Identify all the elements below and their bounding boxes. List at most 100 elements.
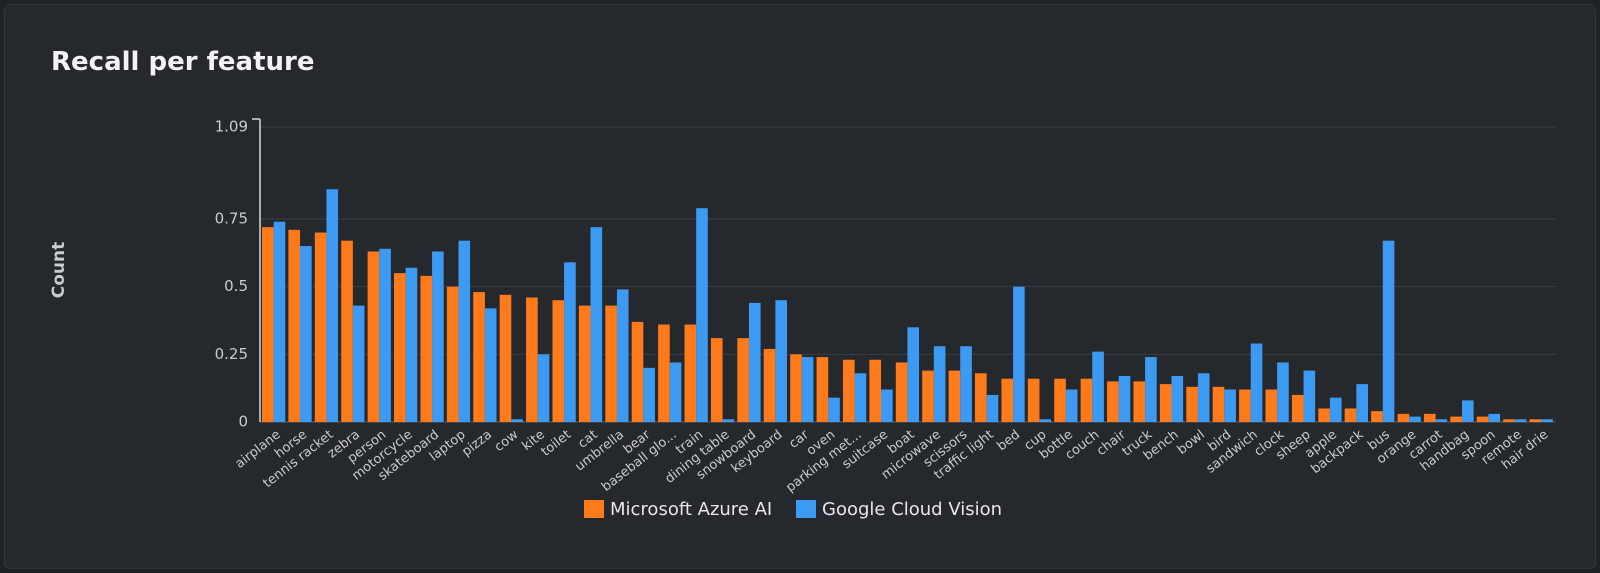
bar-azure-24[interactable] <box>895 362 908 422</box>
bar-google-11[interactable] <box>564 262 576 422</box>
bar-azure-11[interactable] <box>552 300 565 422</box>
bar-google-28[interactable] <box>1013 286 1025 422</box>
bar-google-0[interactable] <box>273 221 286 422</box>
bar-google-37[interactable] <box>1250 343 1263 422</box>
bar-azure-12[interactable] <box>578 305 591 422</box>
bar-azure-30[interactable] <box>1054 378 1066 422</box>
bar-google-1[interactable] <box>300 246 312 422</box>
bar-azure-34[interactable] <box>1159 384 1172 422</box>
bar-google-4[interactable] <box>379 248 391 422</box>
bar-google-9[interactable] <box>511 419 523 422</box>
bar-google-38[interactable] <box>1277 362 1289 422</box>
bar-google-2[interactable] <box>326 189 339 422</box>
bar-azure-48[interactable] <box>1529 419 1542 422</box>
bar-azure-8[interactable] <box>473 292 485 422</box>
bar-azure-9[interactable] <box>499 294 512 422</box>
bar-google-12[interactable] <box>590 227 603 422</box>
bar-azure-26[interactable] <box>948 370 961 422</box>
bar-google-31[interactable] <box>1092 351 1104 422</box>
bar-google-32[interactable] <box>1118 375 1131 422</box>
bar-azure-36[interactable] <box>1212 386 1225 422</box>
bar-azure-25[interactable] <box>922 370 934 422</box>
bar-azure-45[interactable] <box>1450 416 1462 422</box>
bar-azure-6[interactable] <box>420 275 433 422</box>
bar-azure-13[interactable] <box>605 305 617 422</box>
bar-azure-31[interactable] <box>1080 378 1093 422</box>
bar-google-25[interactable] <box>933 346 946 422</box>
bar-azure-7[interactable] <box>446 286 459 422</box>
bar-google-27[interactable] <box>986 394 999 422</box>
bar-azure-23[interactable] <box>869 359 882 422</box>
bar-azure-35[interactable] <box>1186 386 1198 422</box>
bar-google-30[interactable] <box>1065 389 1078 422</box>
bar-google-40[interactable] <box>1329 397 1342 422</box>
bar-google-48[interactable] <box>1541 419 1553 422</box>
bar-azure-10[interactable] <box>526 297 538 423</box>
bar-azure-42[interactable] <box>1371 411 1383 422</box>
bar-azure-18[interactable] <box>737 338 749 422</box>
bar-google-7[interactable] <box>458 240 471 422</box>
bar-azure-5[interactable] <box>394 273 406 422</box>
bar-azure-47[interactable] <box>1503 419 1515 422</box>
bar-azure-4[interactable] <box>367 251 380 423</box>
bar-google-13[interactable] <box>616 289 629 422</box>
bar-azure-41[interactable] <box>1344 408 1357 422</box>
bar-azure-21[interactable] <box>816 357 829 422</box>
bar-azure-0[interactable] <box>262 227 274 422</box>
bar-azure-46[interactable] <box>1476 416 1489 422</box>
bar-google-15[interactable] <box>669 362 682 422</box>
bar-azure-27[interactable] <box>975 373 987 422</box>
bar-azure-16[interactable] <box>684 324 697 422</box>
bar-google-16[interactable] <box>696 208 708 422</box>
bar-google-6[interactable] <box>432 251 444 423</box>
bar-google-18[interactable] <box>748 302 761 422</box>
bar-azure-33[interactable] <box>1133 381 1146 422</box>
bar-google-39[interactable] <box>1303 370 1316 422</box>
bar-google-8[interactable] <box>484 308 497 422</box>
bar-google-36[interactable] <box>1224 389 1236 422</box>
bar-google-34[interactable] <box>1171 375 1184 422</box>
bar-google-5[interactable] <box>405 267 418 422</box>
bar-azure-17[interactable] <box>710 338 723 422</box>
legend-item-azure[interactable]: Microsoft Azure AI <box>584 499 772 520</box>
bar-azure-39[interactable] <box>1291 394 1304 422</box>
bar-azure-37[interactable] <box>1239 389 1251 422</box>
bar-azure-38[interactable] <box>1265 389 1278 422</box>
bar-google-22[interactable] <box>854 373 867 422</box>
bar-google-47[interactable] <box>1514 419 1527 422</box>
bar-azure-40[interactable] <box>1318 408 1330 422</box>
bar-google-33[interactable] <box>1145 357 1157 422</box>
bar-google-26[interactable] <box>960 346 972 422</box>
bar-google-41[interactable] <box>1356 384 1368 422</box>
bar-google-29[interactable] <box>1039 419 1052 422</box>
bar-azure-29[interactable] <box>1027 378 1040 422</box>
bar-google-23[interactable] <box>881 389 893 422</box>
bar-azure-14[interactable] <box>631 321 644 422</box>
bar-google-21[interactable] <box>828 397 840 422</box>
bar-google-43[interactable] <box>1409 416 1421 422</box>
bar-google-19[interactable] <box>775 300 787 422</box>
bar-azure-1[interactable] <box>288 229 301 422</box>
bar-google-42[interactable] <box>1382 240 1395 422</box>
legend-item-google[interactable]: Google Cloud Vision <box>796 499 1002 520</box>
bar-google-20[interactable] <box>801 357 814 422</box>
bar-google-10[interactable] <box>537 354 550 422</box>
bar-azure-43[interactable] <box>1397 413 1410 422</box>
bar-azure-19[interactable] <box>763 348 776 422</box>
bar-google-45[interactable] <box>1461 400 1474 422</box>
bar-azure-3[interactable] <box>341 240 353 422</box>
bar-azure-15[interactable] <box>658 324 670 422</box>
bar-azure-20[interactable] <box>790 354 802 422</box>
bar-google-24[interactable] <box>907 327 920 422</box>
bar-google-3[interactable] <box>352 305 365 422</box>
bar-azure-28[interactable] <box>1001 378 1014 422</box>
bar-google-14[interactable] <box>643 367 655 422</box>
bar-azure-32[interactable] <box>1107 381 1119 422</box>
bar-azure-22[interactable] <box>842 359 855 422</box>
bar-google-44[interactable] <box>1435 419 1448 422</box>
bar-azure-44[interactable] <box>1423 413 1436 422</box>
bar-google-17[interactable] <box>722 419 735 422</box>
bar-azure-2[interactable] <box>314 232 327 422</box>
bar-google-46[interactable] <box>1488 413 1501 422</box>
bar-google-35[interactable] <box>1197 373 1210 422</box>
